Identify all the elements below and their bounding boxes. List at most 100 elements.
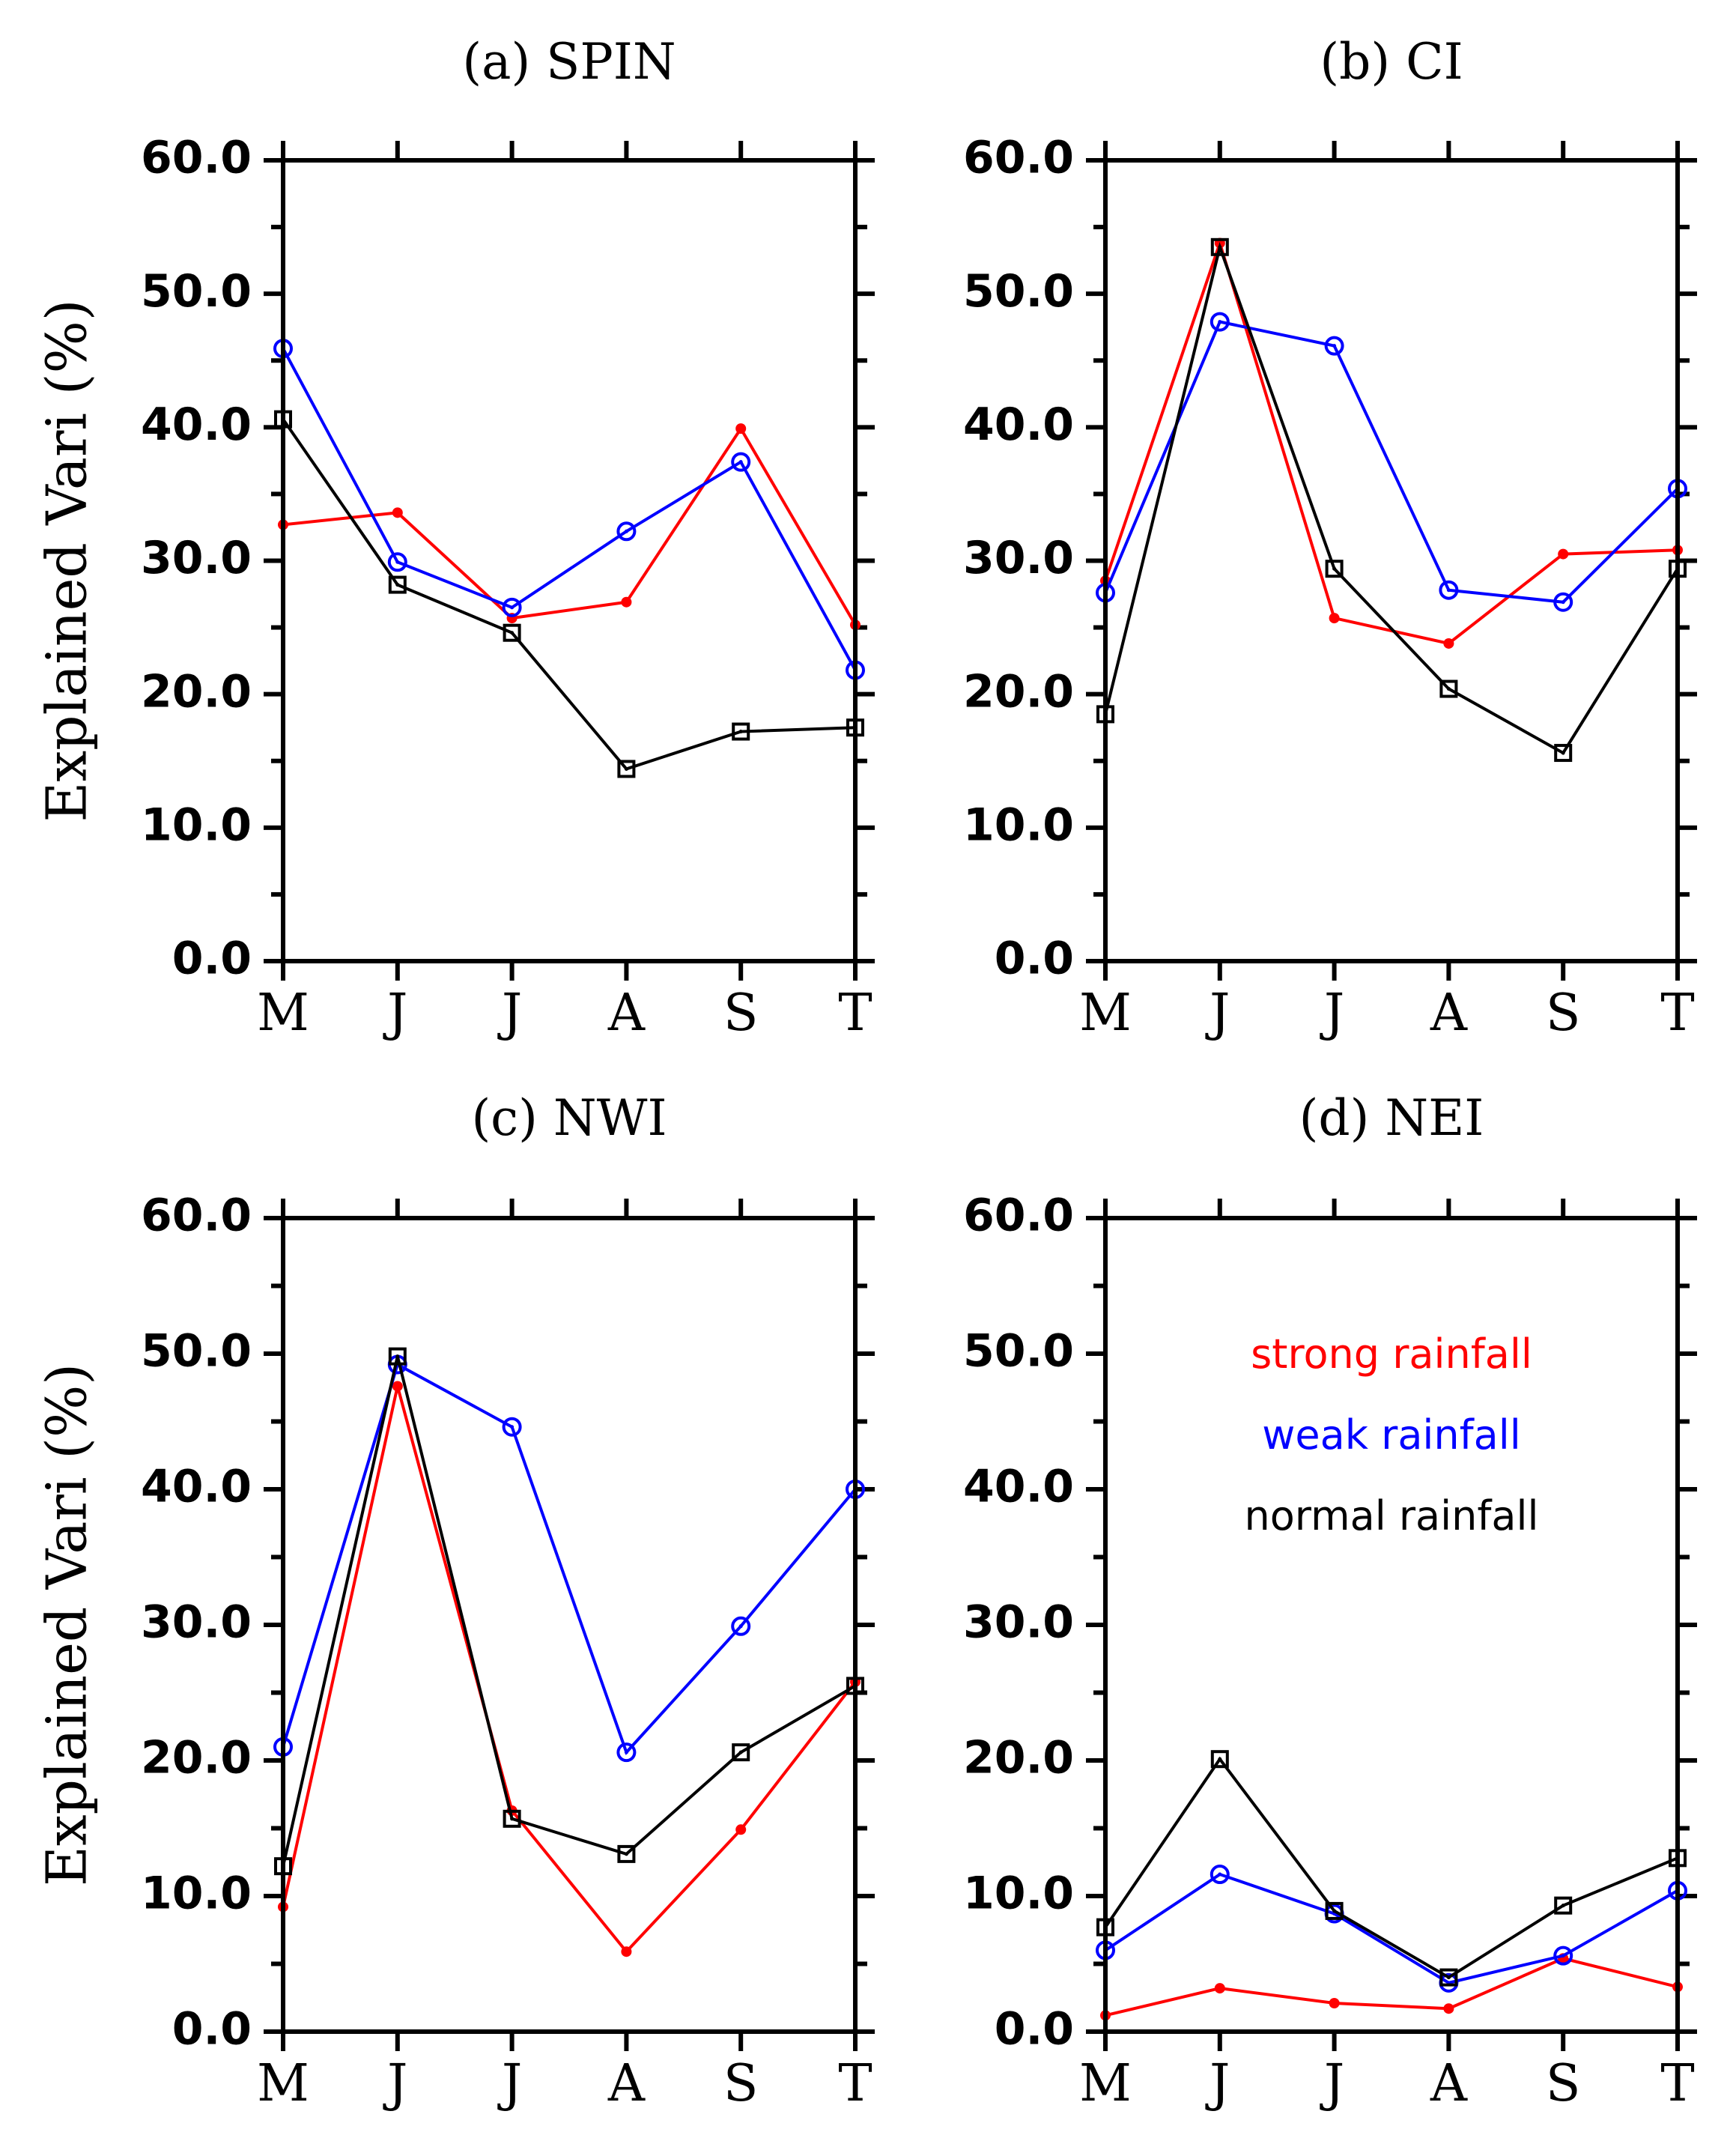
series-line bbox=[1104, 1872, 1678, 1984]
x-tick-label: A bbox=[1430, 2054, 1468, 2113]
y-tick-label: 0.0 bbox=[995, 2003, 1074, 2056]
legend-entry: normal rainfall bbox=[1244, 1492, 1538, 1539]
y-tick-label: 0.0 bbox=[995, 933, 1074, 985]
data-point-center bbox=[510, 1425, 515, 1429]
data-point bbox=[735, 423, 747, 434]
series-line bbox=[1104, 1756, 1678, 1979]
x-tick-label: A bbox=[607, 2054, 646, 2113]
chart-title: (b) CI bbox=[1320, 33, 1463, 91]
data-point-center bbox=[395, 1354, 400, 1359]
y-tick-label: 10.0 bbox=[141, 1868, 252, 1920]
series-line bbox=[1104, 237, 1678, 646]
data-point-center bbox=[510, 605, 515, 610]
x-tick-label: J bbox=[1320, 984, 1344, 1043]
data-point-center bbox=[510, 631, 515, 635]
data-point bbox=[735, 1824, 747, 1835]
data-point bbox=[617, 1844, 636, 1863]
data-point-center bbox=[1218, 320, 1222, 324]
data-point bbox=[503, 623, 521, 642]
data-point bbox=[1325, 1901, 1344, 1920]
data-point bbox=[1554, 1896, 1573, 1915]
series-line bbox=[282, 348, 857, 671]
data-point bbox=[732, 722, 750, 741]
data-point bbox=[502, 1417, 522, 1437]
plot-frame bbox=[1103, 158, 1680, 963]
x-tick-label: J bbox=[497, 2054, 522, 2113]
data-point-center bbox=[1218, 1757, 1222, 1761]
data-point bbox=[502, 597, 522, 617]
x-tick-label: T bbox=[1660, 2054, 1694, 2113]
data-point bbox=[1554, 744, 1573, 763]
data-point-center bbox=[1218, 1872, 1222, 1877]
chart-title: (a) SPIN bbox=[462, 33, 676, 91]
x-tick-label: T bbox=[1660, 984, 1694, 1043]
data-point-center bbox=[510, 1817, 515, 1821]
x-tick-label: S bbox=[1546, 2054, 1581, 2113]
x-tick-label: S bbox=[723, 984, 759, 1043]
series-line bbox=[1104, 241, 1679, 755]
x-tick-label: A bbox=[607, 984, 646, 1043]
y-tick-label: 50.0 bbox=[963, 265, 1074, 318]
y-tick-label: 50.0 bbox=[141, 1325, 252, 1378]
data-point-center bbox=[1561, 751, 1565, 755]
x-tick-label: S bbox=[723, 2054, 759, 2113]
data-point-center bbox=[624, 1750, 628, 1754]
y-tick-label: 0.0 bbox=[172, 2003, 252, 2056]
data-point bbox=[621, 596, 632, 608]
data-point bbox=[1439, 580, 1459, 600]
data-point bbox=[1443, 638, 1454, 649]
data-point bbox=[387, 552, 407, 572]
x-tick-label: J bbox=[1320, 2054, 1344, 2113]
data-point bbox=[1439, 1968, 1458, 1987]
data-point bbox=[392, 1381, 403, 1392]
data-point bbox=[1210, 1750, 1229, 1769]
data-point bbox=[1214, 1983, 1225, 1994]
y-tick-label: 20.0 bbox=[141, 665, 252, 718]
data-point bbox=[731, 452, 751, 472]
y-tick-label: 30.0 bbox=[141, 532, 252, 584]
data-point bbox=[1210, 237, 1229, 256]
data-point bbox=[731, 1616, 751, 1636]
series-line bbox=[282, 1362, 857, 1755]
data-point-center bbox=[1561, 1954, 1565, 1958]
x-tick-label: A bbox=[1430, 984, 1468, 1043]
y-tick-label: 40.0 bbox=[141, 399, 252, 451]
y-tick-label: 60.0 bbox=[963, 1190, 1074, 1242]
series-line bbox=[282, 1385, 857, 1954]
series-line bbox=[282, 426, 857, 626]
x-tick-label: T bbox=[838, 984, 872, 1043]
y-tick-label: 60.0 bbox=[963, 132, 1074, 184]
data-point bbox=[621, 1946, 632, 1957]
data-point bbox=[1329, 1997, 1340, 2008]
chart-panel-1: (a) SPIN Explained Vari (%) 0.0 10.0 20.0 30.… bbox=[34, 33, 875, 1043]
data-point bbox=[616, 521, 637, 542]
x-tick-label: M bbox=[1079, 2054, 1132, 2113]
y-tick-label: 40.0 bbox=[963, 1461, 1074, 1513]
series-line bbox=[1105, 1957, 1678, 2017]
data-point-center bbox=[1218, 245, 1222, 249]
data-point-center bbox=[624, 766, 628, 771]
y-tick-label: 40.0 bbox=[141, 1461, 252, 1513]
data-point bbox=[388, 1347, 407, 1366]
data-point-center bbox=[738, 1750, 743, 1754]
y-tick-label: 30.0 bbox=[963, 1596, 1074, 1649]
data-point bbox=[1553, 1945, 1573, 1966]
y-axis-label: Explained Vari (%) bbox=[34, 1363, 99, 1886]
series-line bbox=[282, 418, 856, 771]
data-point bbox=[388, 575, 407, 594]
y-tick-label: 60.0 bbox=[141, 132, 252, 184]
y-tick-label: 50.0 bbox=[141, 265, 252, 318]
data-point-center bbox=[738, 1624, 743, 1629]
chart-title: (d) NEI bbox=[1299, 1089, 1484, 1147]
x-tick-label: M bbox=[257, 984, 309, 1043]
y-tick-label: 40.0 bbox=[963, 399, 1074, 451]
y-axis-label: Explained Vari (%) bbox=[34, 299, 99, 822]
data-point bbox=[503, 1809, 521, 1828]
data-point bbox=[1325, 560, 1344, 578]
data-point-center bbox=[1332, 1909, 1337, 1913]
chart-panel-3: (c) NWI Explained Vari (%) 0.0 10.0 20.0 30.0… bbox=[34, 1089, 875, 2113]
chart-panel-2: (b) CI 0.0 10.0 20.0 30.0 40.0 50.0 60.0 M J J A S T bbox=[963, 33, 1697, 1043]
x-tick-label: J bbox=[383, 984, 407, 1043]
data-point bbox=[732, 1743, 750, 1762]
y-tick-label: 30.0 bbox=[141, 1596, 252, 1649]
